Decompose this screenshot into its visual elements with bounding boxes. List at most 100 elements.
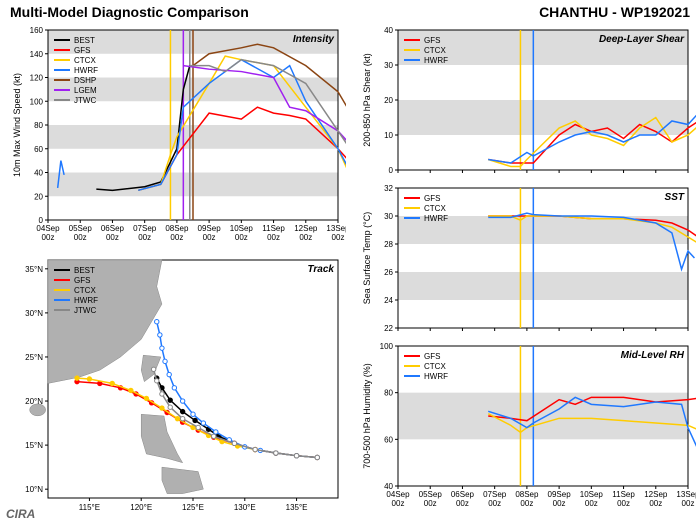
svg-text:BEST: BEST — [74, 266, 95, 275]
svg-text:GFS: GFS — [424, 194, 440, 203]
svg-text:10: 10 — [384, 131, 393, 140]
svg-text:Deep-Layer Shear: Deep-Layer Shear — [599, 34, 685, 45]
svg-text:200-850 hPa Shear (kt): 200-850 hPa Shear (kt) — [362, 53, 372, 147]
svg-text:09Sep: 09Sep — [548, 490, 572, 499]
svg-text:00z: 00z — [585, 499, 598, 508]
svg-text:06Sep: 06Sep — [451, 490, 475, 499]
svg-text:28: 28 — [384, 240, 393, 249]
svg-text:12Sep: 12Sep — [644, 490, 668, 499]
svg-text:GFS: GFS — [74, 46, 90, 55]
svg-text:08Sep: 08Sep — [165, 224, 189, 233]
svg-text:160: 160 — [30, 26, 44, 35]
svg-text:00z: 00z — [235, 233, 248, 242]
svg-text:DSHP: DSHP — [74, 76, 96, 85]
svg-text:140: 140 — [30, 50, 44, 59]
svg-text:HWRF: HWRF — [424, 372, 448, 381]
svg-text:00z: 00z — [106, 233, 119, 242]
svg-text:00z: 00z — [170, 233, 183, 242]
svg-text:09Sep: 09Sep — [198, 224, 222, 233]
svg-text:00z: 00z — [42, 233, 55, 242]
svg-text:CTCX: CTCX — [424, 362, 446, 371]
svg-text:LGEM: LGEM — [74, 86, 97, 95]
svg-text:07Sep: 07Sep — [483, 490, 507, 499]
svg-text:04Sep: 04Sep — [386, 490, 410, 499]
svg-text:07Sep: 07Sep — [133, 224, 157, 233]
svg-text:35°N: 35°N — [25, 265, 43, 274]
svg-text:10m Max Wind Speed (kt): 10m Max Wind Speed (kt) — [12, 73, 22, 177]
svg-text:05Sep: 05Sep — [69, 224, 93, 233]
svg-text:22: 22 — [384, 324, 393, 333]
svg-text:HWRF: HWRF — [424, 56, 448, 65]
svg-text:120°E: 120°E — [130, 503, 152, 512]
svg-text:BEST: BEST — [74, 36, 95, 45]
svg-text:Sea Surface Temp (°C): Sea Surface Temp (°C) — [362, 212, 372, 304]
svg-text:SST: SST — [665, 192, 685, 203]
svg-text:10Sep: 10Sep — [580, 490, 604, 499]
svg-text:00z: 00z — [424, 499, 437, 508]
svg-text:HWRF: HWRF — [424, 214, 448, 223]
svg-text:00z: 00z — [138, 233, 151, 242]
svg-text:11Sep: 11Sep — [612, 490, 635, 499]
svg-text:26: 26 — [384, 268, 393, 277]
svg-text:00z: 00z — [617, 499, 630, 508]
svg-text:100: 100 — [30, 97, 44, 106]
svg-text:20: 20 — [34, 192, 43, 201]
svg-text:120: 120 — [30, 74, 44, 83]
svg-text:130°E: 130°E — [234, 503, 256, 512]
svg-text:60: 60 — [34, 145, 43, 154]
svg-text:00z: 00z — [456, 499, 469, 508]
svg-text:04Sep: 04Sep — [36, 224, 60, 233]
left-column: 02040608010012014016004Sep00z05Sep00z06S… — [0, 20, 350, 525]
svg-text:Track: Track — [307, 264, 334, 275]
svg-text:Mid-Level RH: Mid-Level RH — [621, 350, 685, 361]
svg-text:00z: 00z — [267, 233, 280, 242]
cira-logo: CIRA — [6, 507, 35, 521]
right-column: 0 10 20 30 40 Deep-Layer Shear 200-850 hPa She… — [350, 20, 700, 525]
svg-text:CTCX: CTCX — [424, 204, 446, 213]
svg-text:80: 80 — [34, 121, 43, 130]
svg-text:100: 100 — [380, 342, 394, 351]
main-title: Multi-Model Diagnostic Comparison — [10, 4, 249, 20]
svg-text:05Sep: 05Sep — [419, 490, 443, 499]
svg-text:24: 24 — [384, 296, 393, 305]
svg-text:CTCX: CTCX — [74, 286, 96, 295]
svg-text:CTCX: CTCX — [74, 56, 96, 65]
svg-text:80: 80 — [384, 389, 393, 398]
svg-text:30: 30 — [384, 61, 393, 70]
svg-text:15°N: 15°N — [25, 441, 43, 450]
svg-text:00z: 00z — [392, 499, 405, 508]
svg-text:0: 0 — [389, 166, 394, 175]
svg-text:25°N: 25°N — [25, 353, 43, 362]
svg-text:12Sep: 12Sep — [294, 224, 318, 233]
svg-text:30°N: 30°N — [25, 309, 43, 318]
svg-text:700-500 hPa Humidity (%): 700-500 hPa Humidity (%) — [362, 363, 372, 469]
svg-text:JTWC: JTWC — [74, 96, 96, 105]
svg-text:Intensity: Intensity — [293, 34, 335, 45]
svg-text:20: 20 — [384, 96, 393, 105]
svg-text:10°N: 10°N — [25, 485, 43, 494]
svg-text:30: 30 — [384, 212, 393, 221]
svg-text:00z: 00z — [520, 499, 533, 508]
svg-text:60: 60 — [384, 435, 393, 444]
svg-text:115°E: 115°E — [79, 503, 100, 512]
svg-text:11Sep: 11Sep — [262, 224, 285, 233]
svg-text:08Sep: 08Sep — [515, 490, 539, 499]
storm-id: CHANTHU - WP192021 — [539, 4, 690, 20]
svg-text:00z: 00z — [553, 499, 566, 508]
svg-text:00z: 00z — [488, 499, 501, 508]
svg-text:00z: 00z — [203, 233, 216, 242]
svg-text:HWRF: HWRF — [74, 66, 98, 75]
svg-text:CTCX: CTCX — [424, 46, 446, 55]
svg-text:13Sep: 13Sep — [676, 490, 696, 499]
svg-text:GFS: GFS — [424, 352, 440, 361]
svg-text:125°E: 125°E — [182, 503, 204, 512]
svg-text:32: 32 — [384, 184, 393, 193]
svg-text:00z: 00z — [649, 499, 662, 508]
svg-text:00z: 00z — [332, 233, 345, 242]
svg-text:10Sep: 10Sep — [230, 224, 254, 233]
svg-text:40: 40 — [384, 26, 393, 35]
svg-text:GFS: GFS — [74, 276, 90, 285]
svg-text:00z: 00z — [74, 233, 87, 242]
svg-text:GFS: GFS — [424, 36, 440, 45]
svg-text:20°N: 20°N — [25, 397, 43, 406]
